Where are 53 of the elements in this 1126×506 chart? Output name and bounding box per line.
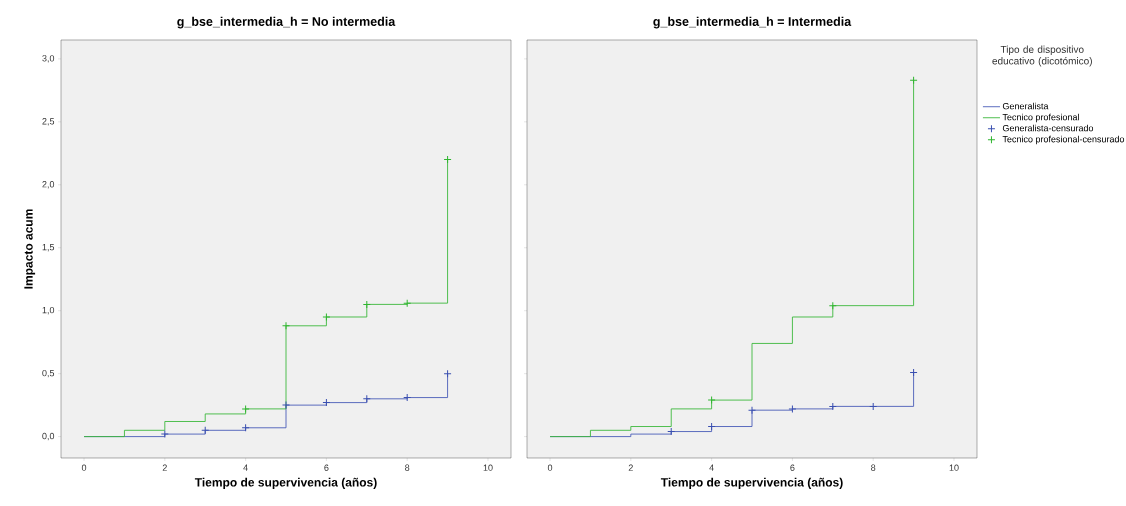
point bbox=[828, 402, 837, 411]
x-tick-label: 6 bbox=[324, 464, 329, 471]
chart-title: g_bse_intermedia_h = Intermedia bbox=[653, 16, 852, 29]
x-tick-label: 0 bbox=[81, 464, 87, 471]
point bbox=[909, 76, 918, 85]
legend-label: Generalista-censurado bbox=[1002, 124, 1094, 132]
x-tick-label: 4 bbox=[243, 464, 248, 471]
legend-label: Tecnico profesional-censurado bbox=[1002, 135, 1125, 145]
x-tick-label: 6 bbox=[790, 464, 795, 471]
legend-label: Generalista bbox=[1002, 102, 1049, 110]
point bbox=[201, 426, 210, 435]
point bbox=[362, 300, 371, 309]
legend-title: Tipo de dispositivo educativo (dicotómico) bbox=[992, 45, 1092, 67]
point bbox=[828, 301, 837, 310]
y-tick-label: 2,5 bbox=[42, 118, 55, 126]
x-tick-label: 4 bbox=[709, 464, 714, 471]
x-tick-label: 8 bbox=[871, 464, 876, 471]
x-tick-label: 8 bbox=[405, 464, 410, 471]
point bbox=[403, 299, 412, 308]
point bbox=[869, 402, 878, 411]
x-axis-title: Tiempo de supervivencia (años) bbox=[194, 477, 377, 489]
y-tick-label: 1,0 bbox=[42, 306, 55, 315]
point bbox=[748, 406, 757, 415]
point bbox=[443, 155, 452, 164]
y-tick-label: 0,5 bbox=[42, 369, 55, 378]
point bbox=[403, 393, 412, 402]
x-tick-label: 0 bbox=[547, 464, 553, 471]
x-axis-title: Tiempo de supervivencia (años) bbox=[660, 477, 843, 489]
point bbox=[241, 423, 250, 432]
point bbox=[241, 404, 250, 413]
point bbox=[282, 401, 291, 410]
legend-label: Tecnico profesional bbox=[1002, 113, 1079, 123]
x-tick-label: 2 bbox=[162, 464, 167, 471]
point bbox=[322, 312, 331, 321]
y-axis-title: Impacto acum bbox=[24, 209, 36, 289]
point bbox=[282, 321, 291, 330]
point bbox=[707, 422, 716, 431]
x-tick-label: 10 bbox=[483, 464, 493, 471]
point bbox=[909, 368, 918, 377]
y-tick-label: 0,0 bbox=[42, 432, 55, 441]
x-tick-label: 10 bbox=[949, 464, 959, 471]
point bbox=[443, 369, 452, 378]
y-tick-label: 1,5 bbox=[42, 244, 55, 252]
y-tick-label: 2,0 bbox=[42, 181, 55, 189]
point bbox=[322, 398, 331, 407]
point bbox=[788, 404, 797, 413]
point bbox=[667, 427, 676, 436]
y-tick-label: 3,0 bbox=[42, 55, 55, 63]
x-tick-label: 2 bbox=[628, 464, 633, 471]
point bbox=[160, 430, 169, 439]
point bbox=[362, 394, 371, 403]
chart-title: g_bse_intermedia_h = No intermedia bbox=[177, 16, 396, 29]
point bbox=[707, 396, 716, 405]
